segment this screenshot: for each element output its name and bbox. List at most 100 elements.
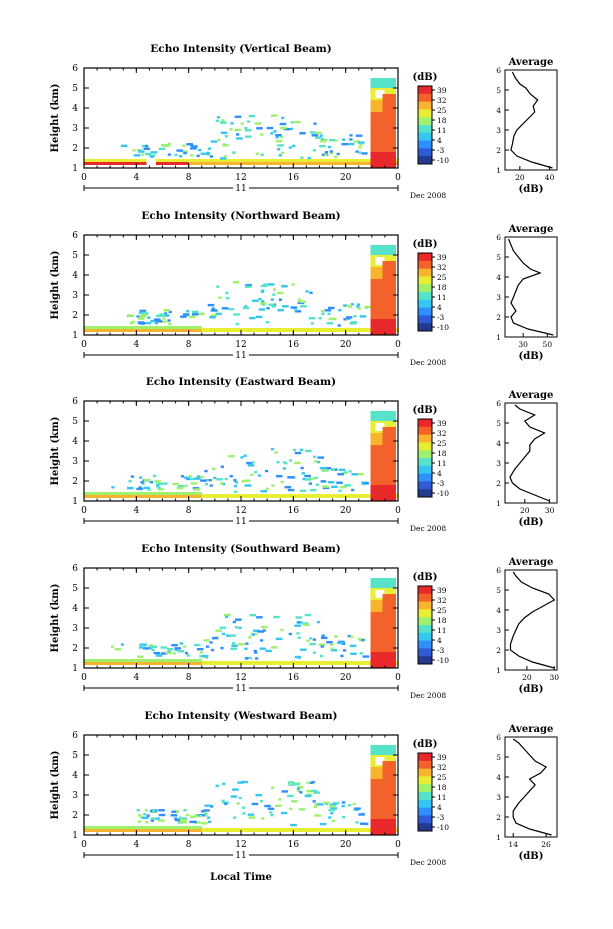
echo-cell	[188, 474, 192, 478]
surface-cell	[123, 329, 127, 332]
colorbar-segment	[418, 156, 432, 165]
surface-cell	[188, 662, 193, 665]
echo-cell	[143, 486, 150, 490]
echo-cell	[199, 814, 206, 817]
echo-cell	[152, 474, 157, 478]
surface-cell	[84, 662, 88, 665]
surface-cell	[97, 662, 101, 665]
surface-cell	[348, 661, 353, 665]
echo-cell	[300, 156, 304, 159]
echo-cell	[364, 305, 371, 309]
colorbar-unit: (dB)	[413, 239, 438, 250]
colorbar-tick-label: 25	[437, 773, 447, 782]
surface-cell	[188, 326, 193, 329]
surface-cell	[119, 326, 124, 329]
surface-cell	[110, 159, 114, 162]
surface-cell	[155, 162, 160, 165]
echo-cell	[250, 473, 254, 476]
echo-cell	[320, 645, 324, 648]
colorbar-segment	[418, 776, 432, 785]
surface-cell	[110, 329, 114, 332]
surface-cell	[162, 659, 167, 662]
surface-cell	[211, 328, 216, 332]
surface-cell	[345, 494, 350, 498]
surface-cell	[191, 826, 196, 829]
surface-cell	[335, 328, 340, 332]
surface-cell	[205, 661, 209, 665]
surface-cell	[165, 826, 170, 829]
surface-cell	[169, 162, 173, 165]
echo-cell	[282, 305, 289, 308]
echo-cell	[266, 126, 274, 130]
surface-cell	[368, 328, 373, 332]
echo-cell	[329, 138, 336, 142]
surface-cell	[84, 495, 88, 498]
surface-cell	[113, 495, 118, 498]
surface-cell	[352, 494, 356, 498]
echo-cell	[225, 296, 230, 300]
surface-cell	[87, 162, 91, 165]
echo-cell	[120, 144, 128, 148]
echo-cell	[357, 472, 364, 476]
surface-cell	[309, 828, 314, 832]
echo-cell	[358, 146, 362, 149]
echo-cell	[194, 814, 198, 817]
average-y-tick-label: 1	[496, 333, 501, 342]
surface-cell	[309, 328, 314, 332]
colorbar-tick-label: -10	[437, 323, 449, 332]
y-tick-label: 1	[72, 164, 78, 174]
colorbar-unit: (dB)	[413, 405, 438, 416]
surface-cell	[110, 659, 114, 662]
surface-cell	[119, 162, 124, 165]
surface-cell	[263, 159, 268, 162]
surface-cell	[188, 159, 193, 162]
echo-cell	[186, 310, 190, 313]
surface-cell	[149, 492, 153, 495]
echo-cell	[199, 651, 204, 654]
surface-cell	[283, 328, 288, 332]
colorbar-segment	[418, 101, 432, 110]
echo-cell	[133, 154, 141, 157]
echo-cell	[305, 290, 309, 293]
surface-cell	[110, 829, 114, 832]
echo-cell	[341, 815, 346, 819]
echo-cell	[189, 143, 194, 147]
surface-cell	[355, 159, 360, 162]
surface-cell	[237, 661, 242, 665]
surface-cell	[208, 661, 212, 665]
echo-cell	[296, 787, 301, 790]
colorbar-tick-label: 39	[437, 253, 447, 262]
surface-cell	[106, 329, 111, 332]
echo-cell	[246, 461, 253, 465]
surface-cell	[116, 495, 121, 498]
colorbar-tick-label: -10	[437, 823, 449, 832]
echo-cell	[361, 638, 365, 642]
echo-cell	[355, 150, 359, 153]
surface-cell	[149, 659, 153, 662]
echo-cell	[299, 132, 306, 135]
echo-cell	[183, 476, 191, 479]
surface-cell	[93, 159, 98, 162]
surface-cell	[319, 661, 324, 665]
echo-cell	[288, 146, 292, 149]
surface-cell	[93, 659, 98, 662]
surface-cell	[260, 161, 265, 165]
surface-cell	[188, 659, 193, 662]
surface-cell	[234, 161, 239, 165]
surface-cell	[159, 495, 163, 498]
echo-cell	[356, 305, 360, 308]
surface-cell	[276, 161, 281, 165]
echo-cell	[160, 143, 168, 147]
echo-cell	[177, 650, 185, 653]
x-tick-label: 20	[340, 506, 352, 516]
surface-cell	[97, 492, 101, 495]
surface-cell	[218, 494, 222, 498]
echo-cell	[222, 801, 229, 804]
average-y-tick-label: 4	[496, 606, 501, 615]
surface-cell	[139, 326, 144, 329]
echo-cell	[326, 641, 333, 644]
surface-cell	[146, 495, 150, 498]
echo-cell	[156, 484, 160, 488]
echo-cell	[206, 816, 211, 819]
echo-cell	[174, 153, 178, 157]
